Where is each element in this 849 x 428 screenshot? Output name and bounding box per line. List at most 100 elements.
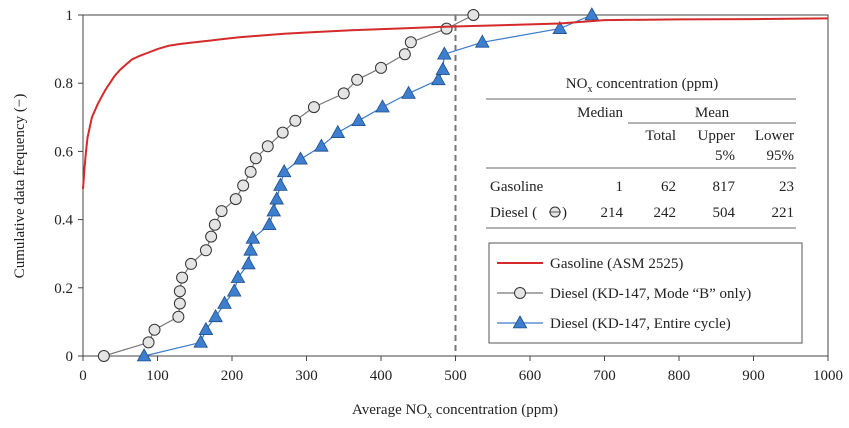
x-axis-label: Average NOx concentration (ppm)	[352, 402, 558, 421]
data-point-triangle	[512, 315, 528, 329]
table-cell: 214	[601, 205, 624, 221]
x-tick-label: 200	[221, 368, 244, 384]
y-tick-label: 0	[66, 349, 74, 365]
data-point-circle	[249, 152, 262, 165]
table-cell: 817	[713, 179, 736, 195]
x-tick-label: 1000	[813, 368, 843, 384]
data-point-circle	[176, 271, 189, 284]
data-point-triangle	[198, 321, 214, 336]
data-point-triangle	[293, 151, 308, 165]
data-point-circle	[307, 101, 320, 114]
data-point-triangle	[241, 256, 256, 270]
data-point-triangle	[261, 216, 277, 231]
data-point-triangle	[193, 334, 209, 348]
x-tick-label: 800	[668, 368, 691, 384]
stats-table: NOx concentration (ppm) Median Mean Total Up…	[486, 68, 798, 229]
table-row-label: Diesel (	[490, 205, 537, 221]
data-point-triangle	[314, 138, 329, 152]
data-point-circle	[185, 257, 198, 270]
data-point-triangle	[136, 348, 152, 362]
data-point-triangle	[243, 242, 258, 256]
data-point-circle	[351, 73, 364, 86]
legend-label: Gasoline (ASM 2525)	[550, 256, 683, 272]
axes-layer: 0 100 200 300 400 500 600 700 800 900 1000 0 0.2 0.4 0…	[54, 8, 843, 384]
legend-item-1: Gasoline (ASM 2525)	[497, 256, 683, 272]
data-point-triangle	[276, 164, 292, 178]
data-point-triangle	[230, 269, 246, 283]
data-point-triangle	[436, 46, 452, 60]
x-tick-label: 900	[742, 368, 765, 384]
x-axis-label-sub: x	[427, 410, 432, 421]
x-axis-label-tail: concentration (ppm)	[432, 402, 558, 418]
data-point-circle	[404, 36, 417, 49]
x-tick-label: 100	[146, 368, 169, 384]
data-point-circle	[229, 193, 242, 206]
data-point-triangle	[208, 308, 223, 323]
x-tick-label: 300	[295, 368, 318, 384]
series-2	[97, 9, 480, 362]
data-point-circle	[514, 287, 526, 299]
data-point-triangle	[226, 283, 242, 297]
table-cell: 23	[779, 179, 794, 195]
data-point-circle	[276, 126, 289, 139]
series-3	[136, 7, 600, 362]
data-point-circle	[208, 218, 221, 231]
y-tick-label: 0.4	[54, 213, 73, 229]
data-point-triangle	[375, 99, 390, 113]
series-line	[82, 17, 829, 189]
data-point-circle	[215, 205, 228, 218]
data-point-circle	[205, 230, 218, 243]
series-1	[82, 17, 829, 189]
table-title: NOx concentration (ppm)	[566, 76, 718, 95]
table-cell: 62	[661, 179, 676, 195]
data-point-triangle	[584, 7, 600, 21]
y-axis-label: Cumulative data frequency (−)	[12, 94, 28, 279]
data-point-circle	[244, 165, 257, 178]
data-point-circle	[467, 9, 480, 21]
table-background	[486, 68, 798, 228]
y-tick-label: 1	[66, 8, 74, 24]
data-point-circle	[142, 336, 155, 349]
y-tick-label: 0.2	[54, 281, 73, 297]
data-point-circle	[173, 285, 186, 298]
data-point-circle	[237, 179, 250, 192]
x-tick-label: 700	[593, 368, 616, 384]
data-point-circle	[375, 61, 387, 74]
table-title-sub: x	[587, 84, 592, 95]
x-tick-label: 0	[79, 368, 87, 384]
table-header-upper: Upper	[698, 128, 736, 144]
legend-label: Diesel (KD-147, Entire cycle)	[550, 316, 731, 332]
table-row-label: Gasoline	[490, 179, 544, 195]
y-tick-label: 0.8	[54, 76, 73, 92]
data-point-circle	[289, 114, 302, 127]
table-header-upper-pct: 5%	[715, 148, 735, 164]
x-tick-label: 400	[370, 368, 393, 384]
table-cell: 242	[654, 205, 677, 221]
data-point-triangle	[401, 85, 416, 99]
legend-item-2: Diesel (KD-147, Mode “B” only)	[497, 286, 751, 302]
data-point-circle	[261, 140, 274, 153]
data-point-circle	[173, 297, 186, 310]
data-point-triangle	[330, 124, 346, 138]
data-point-triangle	[266, 203, 282, 217]
data-point-triangle	[474, 34, 490, 48]
table-cell: 221	[772, 205, 795, 221]
table-title-main: NO	[566, 76, 588, 92]
series-layer	[82, 7, 829, 362]
table-header-lower-pct: 95%	[767, 148, 795, 164]
data-point-circle	[337, 87, 350, 100]
series-line	[103, 14, 474, 357]
data-point-circle	[440, 22, 453, 35]
x-tick-label: 500	[444, 368, 467, 384]
table-header-median: Median	[577, 105, 623, 121]
data-point-triangle	[552, 20, 568, 34]
legend-item-3: Diesel (KD-147, Entire cycle)	[497, 315, 731, 332]
table-header-lower: Lower	[755, 128, 794, 144]
x-tick-label: 600	[519, 368, 542, 384]
data-point-circle	[199, 244, 212, 257]
table-cell: 504	[713, 205, 736, 221]
table-cell: 1	[616, 179, 624, 195]
data-point-triangle	[431, 71, 446, 86]
